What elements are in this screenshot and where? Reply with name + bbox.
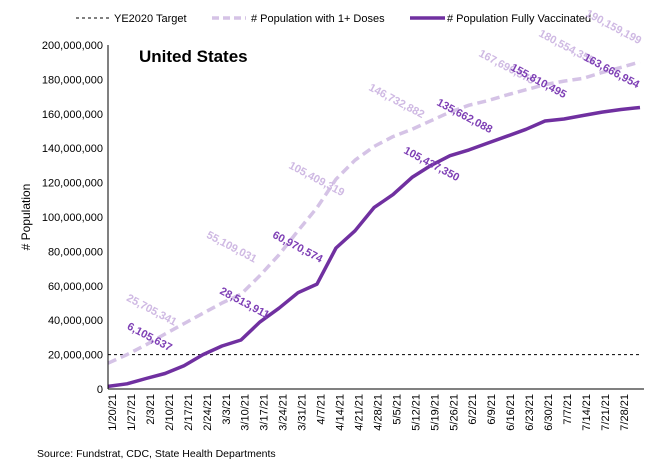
x-tick-label: 6/30/21 — [543, 394, 555, 431]
x-tick-label: 4/7/21 — [316, 394, 328, 425]
x-tick-label: 6/23/21 — [524, 394, 536, 431]
x-tick-label: 4/28/21 — [372, 394, 384, 431]
y-tick-label: 100,000,000 — [42, 212, 103, 224]
x-tick-label: 4/14/21 — [335, 394, 347, 431]
y-tick-label: 80,000,000 — [48, 246, 103, 258]
x-tick-label: 6/16/21 — [505, 394, 517, 431]
x-tick-label: 7/21/21 — [600, 394, 612, 431]
annotation-doses: 146,732,882 — [367, 82, 427, 121]
chart-title: United States — [139, 47, 248, 66]
legend: YE2020 Target # Population with 1+ Doses… — [76, 13, 591, 25]
y-tick-label: 160,000,000 — [42, 109, 103, 121]
legend-doses-label: # Population with 1+ Doses — [251, 13, 385, 25]
x-tick-label: 1/20/21 — [107, 394, 119, 431]
source-note: Source: Fundstrat, CDC, State Health Dep… — [37, 448, 276, 460]
x-tick-label: 3/24/21 — [278, 394, 290, 431]
series-1plus-doses-line — [107, 60, 641, 365]
y-tick-label: 180,000,000 — [42, 74, 103, 86]
x-tick-label: 5/12/21 — [410, 394, 422, 431]
x-tick-label: 6/2/21 — [467, 394, 479, 425]
y-tick-label: 20,000,000 — [48, 350, 103, 362]
y-tick-label: 200,000,000 — [42, 40, 103, 52]
x-tick-label: 7/7/21 — [562, 394, 574, 425]
annotation-doses: 190,159,199 — [584, 8, 644, 47]
x-tick-label: 2/17/21 — [183, 394, 195, 431]
x-tick-label: 5/26/21 — [448, 394, 460, 431]
x-tick-label: 6/9/21 — [486, 394, 498, 425]
series-fully-vaccinated-line — [107, 105, 641, 389]
x-tick-label: 5/19/21 — [429, 394, 441, 431]
y-tick-label: 40,000,000 — [48, 315, 103, 327]
x-tick-label: 3/10/21 — [240, 394, 252, 431]
x-tick-label: 2/24/21 — [202, 394, 214, 431]
y-tick-label: 0 — [97, 384, 103, 396]
legend-full-label: # Population Fully Vaccinated — [447, 13, 591, 25]
x-tick-label: 3/31/21 — [297, 394, 309, 431]
annotation-fully-vaccinated: 163,666,954 — [582, 52, 642, 92]
y-tick-label: 140,000,000 — [42, 143, 103, 155]
x-tick-label: 3/17/21 — [259, 394, 271, 431]
legend-target-label: YE2020 Target — [114, 13, 187, 25]
annotation-fully-vaccinated: 6,105,637 — [125, 321, 174, 355]
annotation-fully-vaccinated: 60,970,574 — [270, 229, 325, 266]
annotation-doses: 55,109,031 — [204, 229, 258, 265]
x-tick-label: 7/28/21 — [619, 394, 631, 431]
x-tick-label: 3/3/21 — [221, 394, 233, 425]
x-tick-label: 2/3/21 — [145, 394, 157, 425]
y-tick-label: 120,000,000 — [42, 178, 103, 190]
x-tick-label: 7/14/21 — [581, 394, 593, 431]
y-tick-label: 60,000,000 — [48, 281, 103, 293]
x-tick-label: 5/5/21 — [391, 394, 403, 425]
x-tick-label: 2/10/21 — [164, 394, 176, 431]
x-tick-label: 1/27/21 — [126, 394, 138, 431]
x-tick-label: 4/21/21 — [353, 394, 365, 431]
y-axis-label: # Population — [19, 184, 33, 251]
